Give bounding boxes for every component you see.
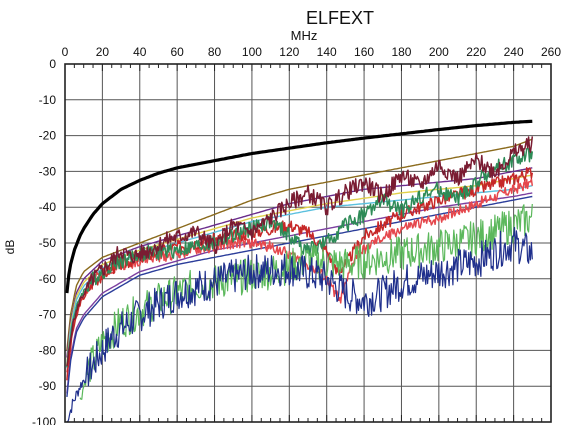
series-line-13	[66, 226, 533, 423]
y-axis-label: dB	[3, 240, 17, 255]
x-tick-label: 220	[466, 45, 486, 59]
y-tick-label: -50	[39, 236, 57, 250]
y-tick-label: -10	[39, 93, 57, 107]
series-line-1	[65, 119, 533, 294]
y-tick-label: -40	[39, 200, 57, 214]
x-tick-labels: 0 20 40 60 80 100 120 140 160 180 200 220 240 260	[62, 45, 562, 59]
x-tick-label: 0	[62, 45, 69, 59]
x-tick-label: 100	[242, 45, 262, 59]
x-axis-label: MHz	[291, 28, 318, 43]
x-tick-label: 120	[279, 45, 299, 59]
y-tick-label: -70	[39, 308, 57, 322]
x-tick-label: 20	[96, 45, 110, 59]
x-tick-label: 60	[170, 45, 184, 59]
y-tick-label: 0	[49, 57, 56, 71]
y-tick-label: -20	[39, 129, 57, 143]
x-tick-label: 260	[541, 45, 561, 59]
y-tick-label: -30	[39, 164, 57, 178]
series-line-10	[66, 147, 534, 368]
series-line-11	[66, 136, 534, 367]
x-tick-label: 40	[133, 45, 147, 59]
x-tick-label: 180	[391, 45, 411, 59]
x-tick-label: 240	[504, 45, 524, 59]
series-line-6	[66, 192, 533, 394]
x-tick-label: 80	[208, 45, 222, 59]
chart-title: ELFEXT	[306, 8, 374, 28]
series-line-2	[66, 138, 533, 351]
y-tick-label: -100	[32, 415, 56, 425]
y-tick-label: -90	[39, 379, 57, 393]
series-line-7	[66, 195, 533, 397]
x-tick-label: 200	[429, 45, 449, 59]
x-tick-label: 140	[317, 45, 337, 59]
y-tick-label: -60	[39, 272, 57, 286]
x-tick-label: 160	[354, 45, 374, 59]
y-tick-label: -80	[39, 343, 57, 357]
y-tick-labels: 0 -10 -20 -30 -40 -50 -60 -70 -80 -90 -100	[32, 57, 56, 425]
series-layer	[65, 119, 534, 423]
plot-frame	[64, 63, 552, 423]
axes	[64, 63, 552, 423]
